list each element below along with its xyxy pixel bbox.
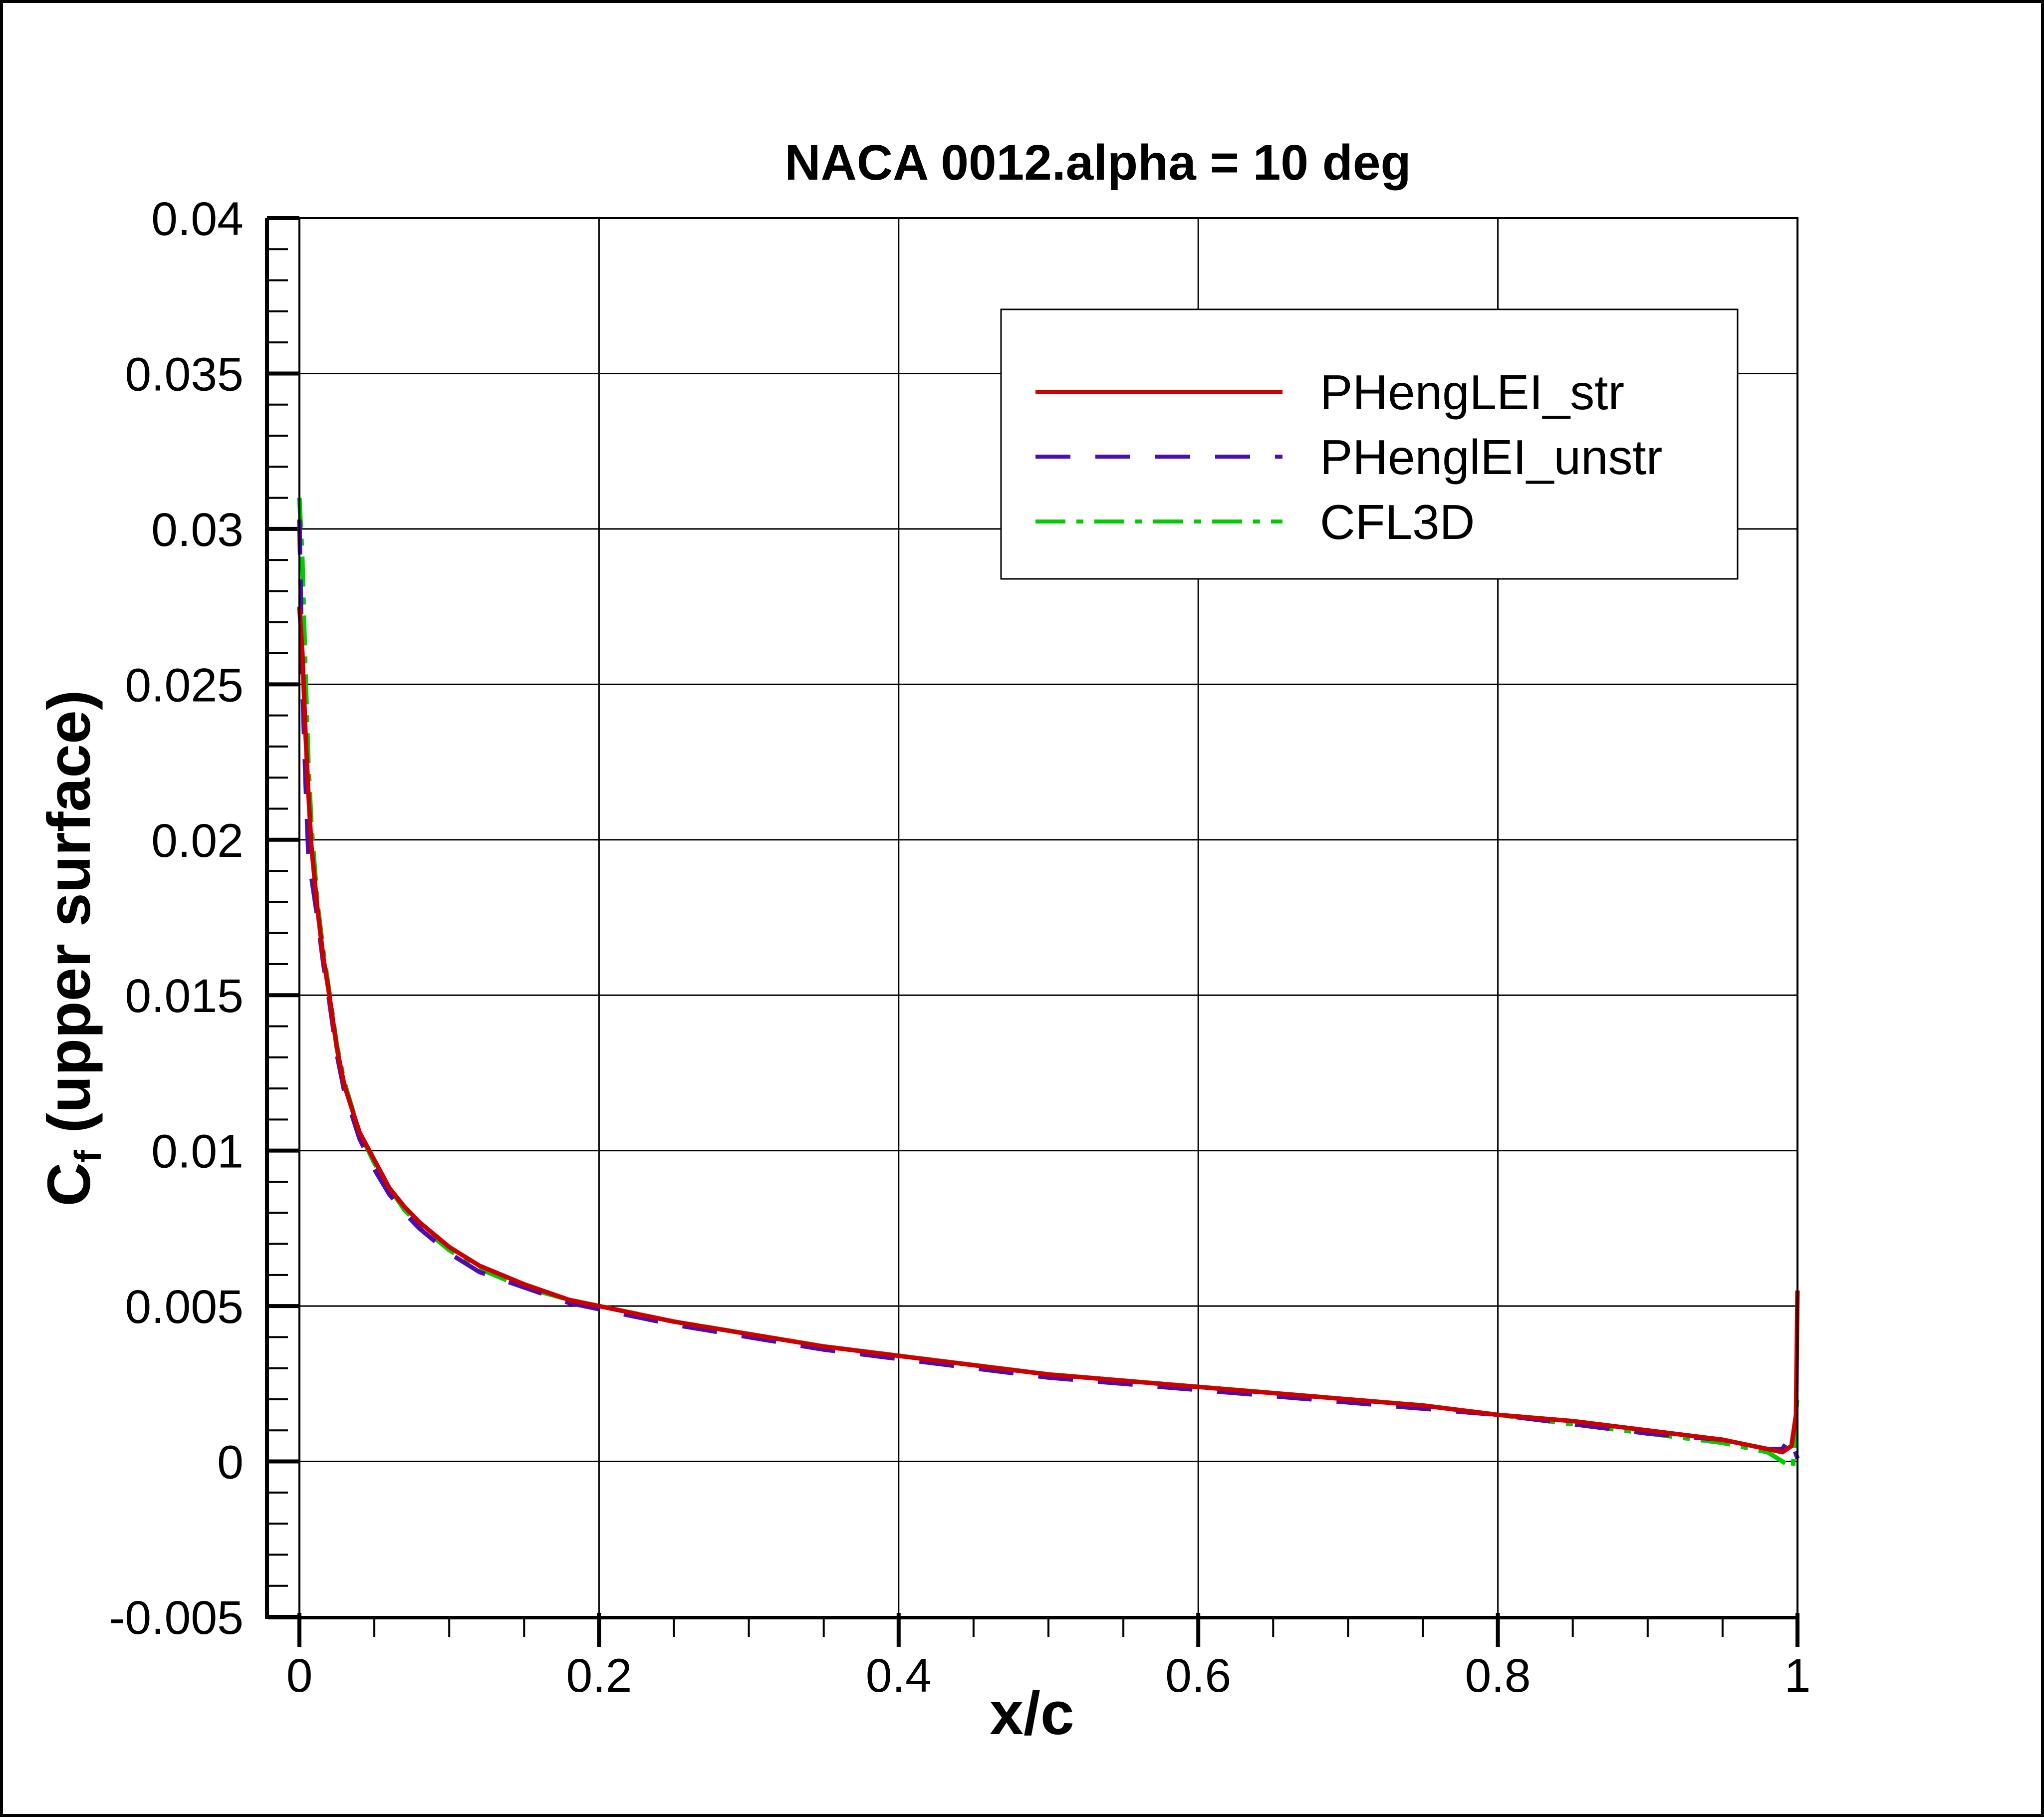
legend-label-cfl3d: CFL3D (1320, 495, 1475, 549)
x-tick-label: 0.4 (866, 1649, 932, 1702)
legend-label-phenglei-str: PHengLEI_str (1320, 365, 1624, 420)
y-tick-label: 0.04 (151, 193, 244, 246)
x-tick-label: 0 (286, 1649, 313, 1702)
series-line-cfl3d (297, 498, 1800, 1470)
y-tick-label: 0.03 (151, 504, 244, 556)
y-axis-title: Cf (upper surface) (35, 690, 109, 1206)
legend: PHengLEI_str PHenglEI_unstr CFL3D (1000, 308, 1739, 580)
x-tick-label: 0.2 (566, 1649, 632, 1702)
y-axis-title-main: C (35, 1162, 103, 1206)
legend-box (1000, 308, 1739, 580)
chart-title: NACA 0012.alpha = 10 deg (784, 135, 1411, 191)
y-tick-label: 0 (217, 1436, 244, 1489)
y-axis-title-subscript: f (67, 1149, 109, 1162)
y-tick-label: 0.005 (125, 1281, 244, 1333)
x-tick-label: 0.6 (1165, 1649, 1231, 1702)
y-tick-label: 0.025 (125, 659, 244, 712)
series-line-phenglei-unstr (297, 519, 1800, 1459)
x-tick-label: 1 (1785, 1649, 1811, 1702)
y-tick-label: 0.02 (151, 814, 244, 867)
tick-labels: 0 0.2 0.4 0.6 0.8 1 -0.005 0 0.005 0.01 0.015 0.02 0… (109, 193, 1811, 1702)
x-axis-title: x/c (990, 1679, 1074, 1747)
y-tick-label: 0.015 (125, 970, 244, 1023)
x-tick-label: 0.8 (1465, 1649, 1531, 1702)
y-tick-label: -0.005 (109, 1591, 244, 1644)
series-layer (297, 498, 1800, 1470)
y-tick-label: 0.01 (151, 1125, 244, 1178)
plot-area-border (298, 217, 1798, 1618)
y-axis-title-rest: (upper surface) (35, 690, 103, 1150)
y-tick-label: 0.035 (125, 348, 244, 401)
legend-label-phenglei-unstr: PHenglEI_unstr (1320, 430, 1662, 485)
series-line-phenglei-str (297, 606, 1800, 1455)
